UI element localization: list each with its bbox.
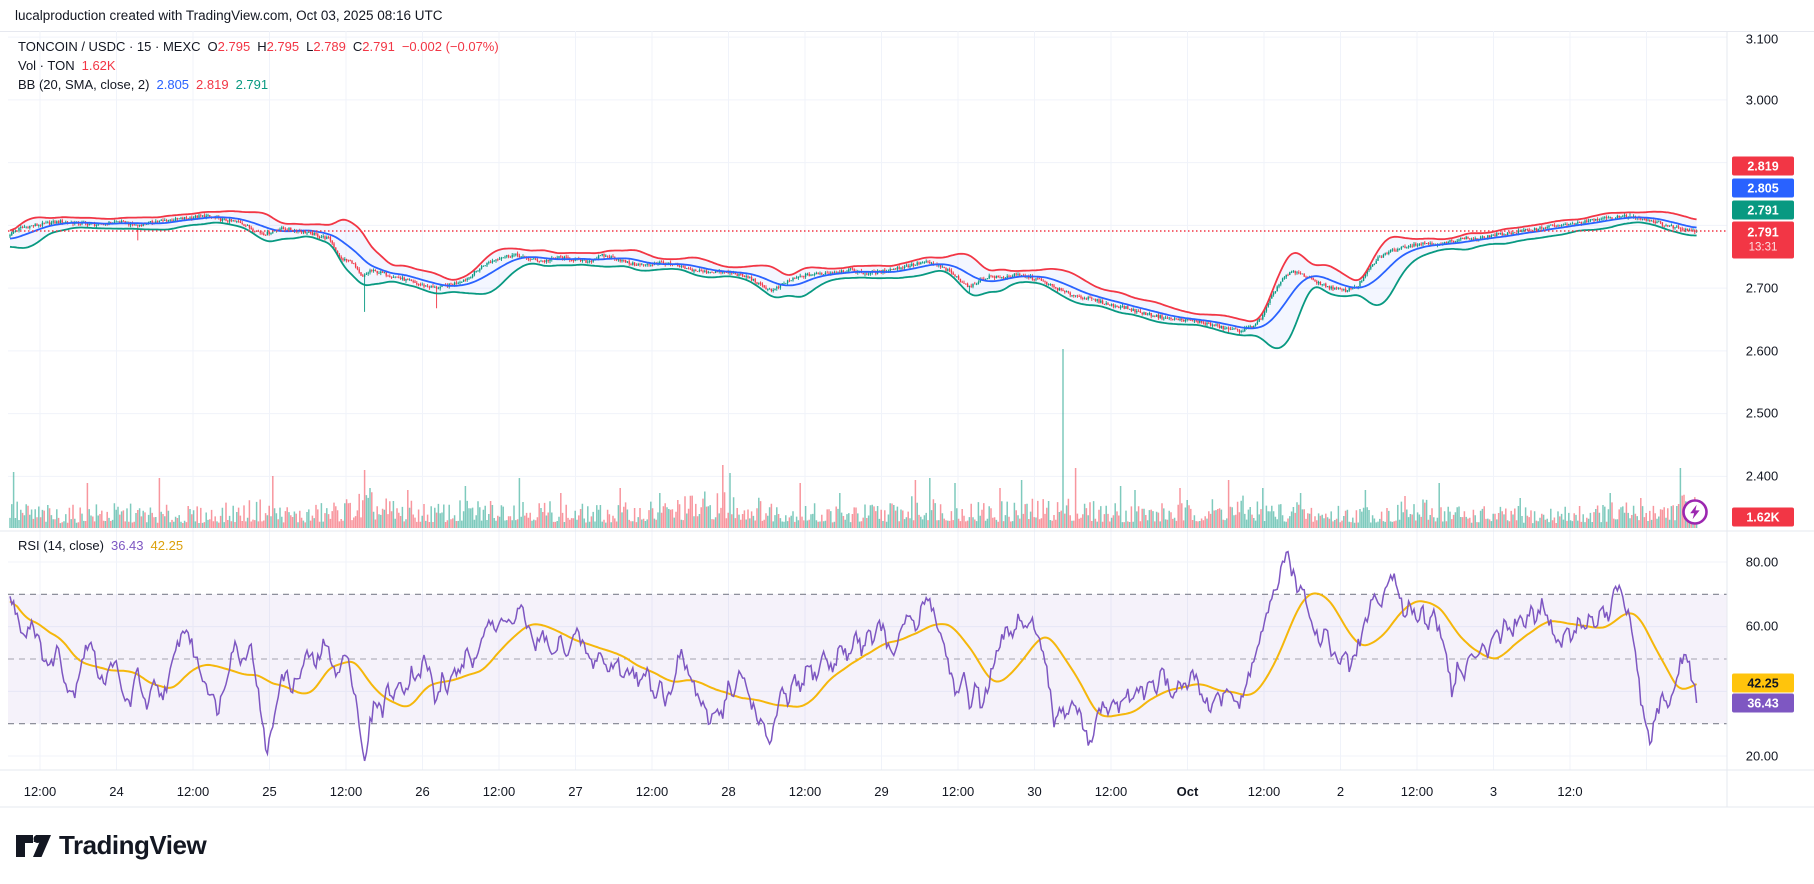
time-axis-label: 28 — [721, 784, 736, 799]
time-axis-label: 12:00 — [635, 784, 669, 799]
tradingview-wordmark: TradingView — [59, 830, 207, 860]
ohlc-open-value: 2.795 — [217, 39, 251, 54]
time-axis-label: 12:00 — [176, 784, 210, 799]
rsi-label: RSI (14, close) — [18, 538, 104, 553]
price-axis-label: 2.400 — [1745, 468, 1779, 484]
ohlc-open-key: O — [207, 39, 218, 54]
rsi-axis-label: 80.00 — [1745, 554, 1779, 570]
time-axis-label: 12:00 — [788, 784, 822, 799]
ohlc-high-key: H — [257, 39, 267, 54]
time-axis-label: Oct — [1176, 784, 1199, 799]
rsi-value: 36.43 — [110, 538, 144, 553]
price-badge: 2.805 — [1732, 178, 1794, 198]
time-axis-label: 12:00 — [329, 784, 363, 799]
ohlc-close-key: C — [352, 39, 363, 54]
bb-upper-value: 2.819 — [196, 77, 229, 92]
volume-alert-button[interactable] — [1680, 497, 1710, 527]
change-value: −0.002 (−0.07%) — [401, 39, 499, 54]
time-axis-label: 29 — [874, 784, 889, 799]
time-axis-label: 12:00 — [1400, 784, 1434, 799]
time-axis-label: 26 — [415, 784, 430, 799]
time-axis-label: 12:00 — [941, 784, 975, 799]
rsi-ma-value: 42.25 — [150, 538, 184, 553]
bb-lower-value: 2.791 — [235, 77, 269, 92]
attribution-text: lucalproduction created with TradingView… — [15, 8, 443, 23]
tradingview-logo-icon — [16, 834, 51, 857]
rsi-badge: 42.25 — [1732, 673, 1794, 693]
time-axis-label: 3 — [1489, 784, 1498, 799]
price-badge: 2.791 — [1732, 200, 1794, 220]
symbol-title[interactable]: TONCOIN / USDC · 15 · MEXC — [18, 39, 201, 54]
time-axis-label: 12:00 — [482, 784, 516, 799]
time-axis-label: 12:00 — [1094, 784, 1128, 799]
rsi-axis-label: 60.00 — [1745, 618, 1779, 634]
time-axis-label: 30 — [1027, 784, 1042, 799]
time-axis-label: 2 — [1336, 784, 1345, 799]
bb-legend-row[interactable]: BB (20, SMA, close, 2) 2.805 2.819 2.791 — [18, 77, 268, 92]
lightning-icon — [1690, 504, 1700, 520]
ohlc-high-value: 2.795 — [266, 39, 300, 54]
tradingview-logo[interactable]: TradingView — [15, 830, 207, 861]
volume-legend-row[interactable]: Vol · TON 1.62K — [18, 58, 116, 73]
price-axis-label: 2.500 — [1745, 405, 1779, 421]
time-axis-label: 24 — [109, 784, 124, 799]
time-axis-label: 12:0 — [1557, 784, 1583, 799]
price-axis-label: 2.700 — [1745, 280, 1779, 296]
price-axis-label: 3.100 — [1745, 31, 1779, 47]
price-axis-label: 2.600 — [1745, 343, 1779, 359]
time-axis-label: 27 — [568, 784, 583, 799]
volume-value: 1.62K — [81, 58, 116, 73]
time-axis-label: 25 — [262, 784, 277, 799]
price-axis-label: 3.000 — [1745, 92, 1779, 108]
rsi-legend-row[interactable]: RSI (14, close) 36.43 42.25 — [18, 538, 183, 553]
bb-label: BB (20, SMA, close, 2) — [18, 77, 150, 92]
countdown-timer: 13:31 — [1748, 241, 1778, 254]
volume-badge: 1.62K — [1732, 507, 1794, 527]
time-axis-label: 12:00 — [1247, 784, 1281, 799]
ohlc-close-value: 2.791 — [362, 39, 395, 54]
bb-basis-value: 2.805 — [156, 77, 190, 92]
ohlc-low-value: 2.789 — [313, 39, 346, 54]
volume-label: Vol · TON — [18, 58, 75, 73]
price-badge: 2.791 13:31 — [1732, 221, 1794, 259]
price-badge: 2.819 — [1732, 156, 1794, 176]
rsi-badge: 36.43 — [1732, 693, 1794, 713]
rsi-axis-label: 20.00 — [1745, 748, 1779, 764]
attribution-bar: lucalproduction created with TradingView… — [0, 0, 1814, 32]
ohlc-low-key: L — [306, 39, 314, 54]
symbol-legend-row[interactable]: TONCOIN / USDC · 15 · MEXC O2.795 H2.795… — [18, 39, 499, 54]
time-axis-label: 12:00 — [23, 784, 57, 799]
